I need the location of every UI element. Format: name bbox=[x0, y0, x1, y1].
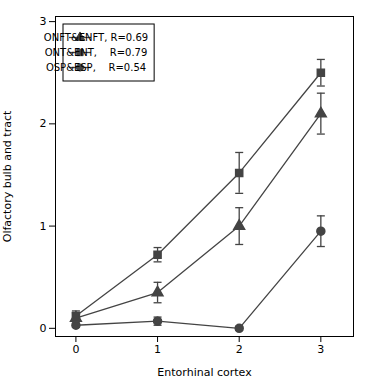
svg-text:3: 3 bbox=[40, 15, 47, 28]
svg-text:2: 2 bbox=[236, 343, 243, 356]
svg-text:OSP&ESP, R=0.54: OSP&ESP, R=0.54 bbox=[46, 62, 146, 73]
svg-text:ONT&ENT, R=0.79: ONT&ENT, R=0.79 bbox=[45, 47, 148, 58]
svg-text:0: 0 bbox=[40, 322, 47, 335]
svg-text:2: 2 bbox=[40, 117, 47, 130]
svg-text:3: 3 bbox=[317, 343, 324, 356]
svg-text:Entorhinal cortex: Entorhinal cortex bbox=[157, 366, 252, 378]
svg-text:1: 1 bbox=[154, 343, 161, 356]
svg-text:1: 1 bbox=[40, 220, 47, 233]
svg-text:0: 0 bbox=[72, 343, 79, 356]
svg-text:ONFT&ENFT, R=0.69: ONFT&ENFT, R=0.69 bbox=[44, 32, 148, 43]
svg-text:Olfactory bulb and tract: Olfactory bulb and tract bbox=[1, 110, 14, 242]
